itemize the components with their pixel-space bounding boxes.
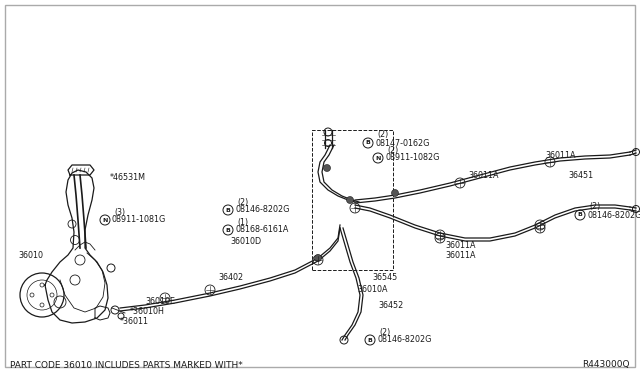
Text: 36402: 36402: [218, 273, 243, 282]
Circle shape: [314, 254, 321, 262]
Text: 08911-1081G: 08911-1081G: [112, 215, 166, 224]
Text: 36011A: 36011A: [445, 241, 476, 250]
Text: 36011A: 36011A: [468, 170, 499, 180]
Text: 36452: 36452: [378, 301, 403, 310]
Text: (2): (2): [377, 131, 388, 140]
Text: 36010: 36010: [18, 250, 43, 260]
Text: 08146-8202G: 08146-8202G: [587, 211, 640, 219]
Text: (2): (2): [589, 202, 600, 212]
Circle shape: [323, 164, 330, 171]
Text: B: B: [577, 212, 582, 218]
Text: (3): (3): [114, 208, 125, 217]
Text: PART CODE 36010 INCLUDES PARTS MARKED WITH*: PART CODE 36010 INCLUDES PARTS MARKED WI…: [10, 360, 243, 369]
Text: 08168-6161A: 08168-6161A: [235, 225, 289, 234]
Text: 36010A: 36010A: [357, 285, 387, 295]
Text: 08146-8202G: 08146-8202G: [377, 336, 431, 344]
Text: *36011: *36011: [120, 317, 149, 327]
Text: 08146-8202G: 08146-8202G: [235, 205, 289, 215]
Text: (2): (2): [379, 327, 390, 337]
Text: *46531M: *46531M: [110, 173, 146, 183]
Text: N: N: [375, 155, 381, 160]
Text: 36010E: 36010E: [145, 298, 175, 307]
Text: *36010H: *36010H: [130, 308, 165, 317]
Text: R443000Q: R443000Q: [582, 360, 630, 369]
Text: 36011A: 36011A: [445, 250, 476, 260]
Text: B: B: [225, 228, 230, 232]
Text: 36451: 36451: [568, 170, 593, 180]
Text: 08911-1082G: 08911-1082G: [385, 154, 440, 163]
Text: 08147-0162G: 08147-0162G: [375, 138, 429, 148]
Text: (2): (2): [237, 198, 248, 206]
Text: 36545: 36545: [372, 273, 397, 282]
Bar: [312, 130, 393, 270]
Circle shape: [346, 196, 353, 203]
Text: (2): (2): [387, 145, 398, 154]
Text: B: B: [367, 337, 372, 343]
Text: 36010D: 36010D: [230, 237, 261, 247]
Circle shape: [392, 189, 399, 196]
Text: B: B: [365, 141, 371, 145]
Text: B: B: [225, 208, 230, 212]
Text: 36011A: 36011A: [545, 151, 575, 160]
Text: (1): (1): [237, 218, 248, 227]
Text: N: N: [102, 218, 108, 222]
